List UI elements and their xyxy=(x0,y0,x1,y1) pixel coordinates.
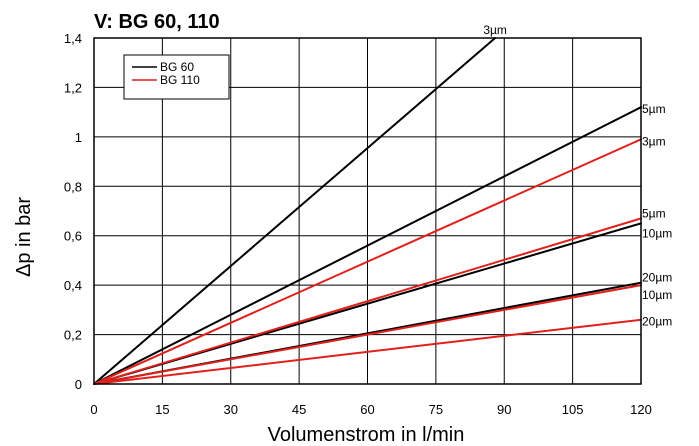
x-tick-label: 0 xyxy=(90,402,97,417)
y-axis-ticks: 0 0,2 0,4 0,6 0,8 1 1,2 1,4 xyxy=(64,31,82,392)
y-tick-label: 0 xyxy=(75,377,82,392)
y-axis-label: Δp in bar xyxy=(13,197,35,277)
series-line-bg110-5um xyxy=(93,217,642,385)
series-label: 3µm xyxy=(642,134,666,148)
x-axis-label: Volumenstrom in l/min xyxy=(268,424,465,446)
x-tick-label: 30 xyxy=(224,402,238,417)
x-tick-label: 15 xyxy=(155,402,169,417)
series-label: 20µm xyxy=(642,271,672,285)
legend: BG 60 BG 110 xyxy=(123,54,230,100)
y-tick-label: 0,2 xyxy=(64,328,82,343)
series-label: 5µm xyxy=(642,102,666,116)
series-line-bg110-10um xyxy=(93,284,642,385)
series-label: 10µm xyxy=(642,288,672,302)
series-line-bg60-3um xyxy=(93,37,497,385)
y-tick-label: 1 xyxy=(75,130,82,145)
y-tick-label: 0,6 xyxy=(64,229,82,244)
x-tick-label: 75 xyxy=(429,402,443,417)
x-tick-label: 60 xyxy=(360,402,374,417)
legend-label-bg110: BG 110 xyxy=(160,73,200,87)
x-axis-ticks: 0 15 30 45 60 75 90 105 120 xyxy=(90,402,651,417)
series-lines xyxy=(93,37,642,385)
y-tick-label: 0,4 xyxy=(64,278,82,293)
legend-label-bg60: BG 60 xyxy=(160,60,194,74)
series-labels: 3µm 5µm 10µm 20µm 3µm 5µm 10µm 20µm xyxy=(483,23,672,329)
chart-title: V: BG 60, 110 xyxy=(94,11,220,33)
y-tick-label: 1,4 xyxy=(64,31,82,46)
x-tick-label: 45 xyxy=(292,402,306,417)
series-label: 3µm xyxy=(483,23,507,37)
series-line-bg110-3um xyxy=(93,138,642,385)
series-label: 5µm xyxy=(642,206,666,220)
series-line-bg60-5um xyxy=(93,106,642,385)
x-tick-label: 105 xyxy=(562,402,584,417)
y-tick-label: 0,8 xyxy=(64,179,82,194)
series-label: 20µm xyxy=(642,315,672,329)
legend-box xyxy=(123,54,230,100)
series-line-bg110-20um xyxy=(93,318,642,385)
series-label: 10µm xyxy=(642,226,672,240)
x-tick-label: 90 xyxy=(497,402,511,417)
plot-frame xyxy=(93,37,642,385)
x-tick-label: 120 xyxy=(630,402,652,417)
y-tick-label: 1,2 xyxy=(64,80,82,95)
